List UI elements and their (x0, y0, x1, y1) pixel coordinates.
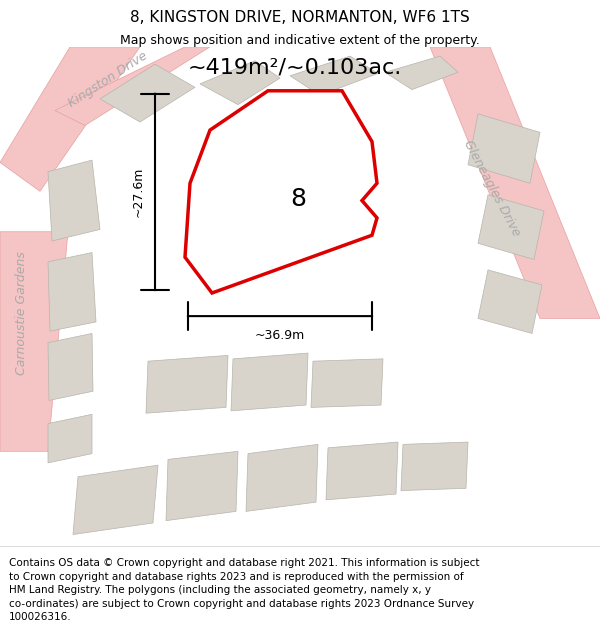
Text: ~36.9m: ~36.9m (255, 329, 305, 342)
Text: ~27.6m: ~27.6m (131, 167, 145, 217)
Text: co-ordinates) are subject to Crown copyright and database rights 2023 Ordnance S: co-ordinates) are subject to Crown copyr… (9, 599, 474, 609)
Polygon shape (0, 47, 140, 191)
Text: ~419m²/~0.103ac.: ~419m²/~0.103ac. (188, 58, 402, 78)
Polygon shape (55, 47, 210, 126)
Text: Kingston Drive: Kingston Drive (66, 49, 150, 109)
Text: Map shows position and indicative extent of the property.: Map shows position and indicative extent… (120, 34, 480, 47)
Polygon shape (430, 47, 600, 318)
Polygon shape (146, 356, 228, 413)
Polygon shape (73, 465, 158, 534)
Text: Carnoustie Gardens: Carnoustie Gardens (16, 251, 29, 374)
Polygon shape (326, 442, 398, 500)
Polygon shape (385, 56, 458, 89)
Text: 8, KINGSTON DRIVE, NORMANTON, WF6 1TS: 8, KINGSTON DRIVE, NORMANTON, WF6 1TS (130, 10, 470, 25)
Polygon shape (401, 442, 468, 491)
Polygon shape (478, 195, 544, 259)
Polygon shape (0, 232, 68, 451)
Text: to Crown copyright and database rights 2023 and is reproduced with the permissio: to Crown copyright and database rights 2… (9, 572, 464, 582)
Polygon shape (200, 61, 280, 104)
Polygon shape (468, 114, 540, 183)
Polygon shape (478, 270, 542, 334)
Polygon shape (311, 359, 383, 408)
Polygon shape (223, 154, 328, 226)
Text: Gleneagles Drive: Gleneagles Drive (461, 138, 523, 238)
Polygon shape (166, 451, 238, 521)
Text: 100026316.: 100026316. (9, 612, 71, 622)
Polygon shape (48, 414, 92, 463)
Polygon shape (246, 444, 318, 511)
Polygon shape (290, 56, 378, 96)
Text: HM Land Registry. The polygons (including the associated geometry, namely x, y: HM Land Registry. The polygons (includin… (9, 585, 431, 595)
Polygon shape (48, 334, 93, 401)
Text: 8: 8 (290, 188, 306, 211)
Polygon shape (185, 91, 377, 293)
Polygon shape (48, 253, 96, 331)
Polygon shape (231, 353, 308, 411)
Polygon shape (100, 64, 195, 122)
Text: Contains OS data © Crown copyright and database right 2021. This information is : Contains OS data © Crown copyright and d… (9, 558, 479, 568)
Polygon shape (48, 160, 100, 241)
